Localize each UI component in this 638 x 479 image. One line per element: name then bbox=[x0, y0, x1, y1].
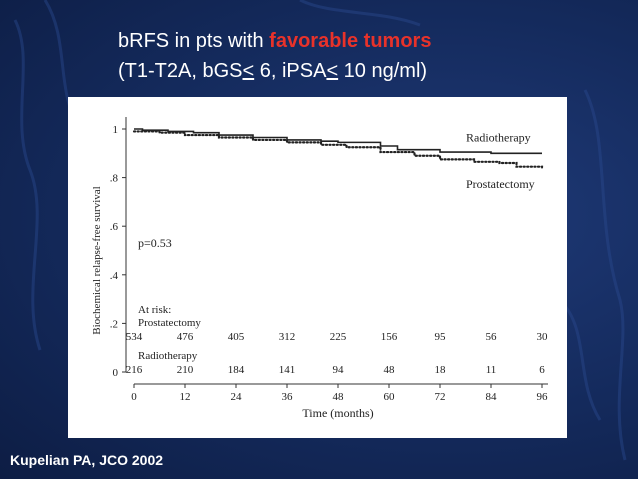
series-line-radiotherapy bbox=[134, 128, 542, 155]
citation: Kupelian PA, JCO 2002 bbox=[10, 452, 164, 468]
km-chart: 0 .2 .4 .6 .8 1 0 12 24 36 48 60 72 84 96 Radiotherap… bbox=[91, 117, 548, 420]
at-risk-value: 405 bbox=[228, 331, 245, 343]
x-tick-label: 96 bbox=[537, 391, 549, 403]
at-risk-value: 312 bbox=[279, 331, 296, 343]
at-risk-value: 225 bbox=[330, 331, 347, 343]
legend-prostatectomy: Prostatectomy bbox=[466, 177, 535, 191]
lte-symbol-1: < bbox=[242, 60, 255, 82]
y-tick-label: .8 bbox=[110, 173, 119, 185]
at-risk-value: 216 bbox=[126, 364, 143, 376]
y-tick-label: .6 bbox=[110, 221, 119, 233]
y-ticks: 0 .2 .4 .6 .8 1 bbox=[110, 124, 126, 379]
legend-radiotherapy: Radiotherapy bbox=[466, 130, 531, 144]
at-risk-values: 534 476 405 312 225 156 95 56 30 216 210 184 141 94 48… bbox=[126, 331, 548, 376]
at-risk-value: 534 bbox=[126, 331, 143, 343]
y-tick-label: 0 bbox=[113, 367, 119, 379]
y-axis-label: Biochemical relapse-free survival bbox=[91, 186, 103, 334]
y-tick-label: .2 bbox=[110, 318, 118, 330]
at-risk-value: 184 bbox=[228, 364, 245, 376]
at-risk-value: 30 bbox=[537, 331, 549, 343]
title-highlight: favorable tumors bbox=[269, 30, 432, 52]
at-risk-value: 94 bbox=[333, 364, 345, 376]
x-tick-label: 12 bbox=[180, 391, 191, 403]
series-line-prostatectomy bbox=[132, 130, 544, 171]
title-prefix: bRFS in pts with bbox=[118, 30, 270, 52]
x-tick-label: 36 bbox=[282, 391, 294, 403]
x-ticks: 0 12 24 36 48 60 72 84 96 bbox=[131, 384, 548, 403]
at-risk-value: 476 bbox=[177, 331, 194, 343]
subtitle-part-b: 6, iPSA bbox=[254, 60, 327, 82]
at-risk-value: 56 bbox=[486, 331, 498, 343]
y-tick-label: 1 bbox=[113, 124, 119, 136]
x-tick-label: 24 bbox=[231, 391, 243, 403]
at-risk-value: 156 bbox=[381, 331, 398, 343]
chart-panel: 0 .2 .4 .6 .8 1 0 12 24 36 48 60 72 84 96 Radiotherap… bbox=[68, 97, 567, 438]
at-risk-group-radiotherapy-label: Radiotherapy bbox=[138, 350, 198, 362]
x-tick-label: 72 bbox=[435, 391, 446, 403]
x-axis-label: Time (months) bbox=[302, 406, 373, 420]
at-risk-value: 95 bbox=[435, 331, 447, 343]
subtitle-part-c: 10 ng/ml) bbox=[338, 60, 428, 82]
at-risk-value: 11 bbox=[486, 364, 497, 376]
at-risk-value: 6 bbox=[539, 364, 545, 376]
at-risk-value: 48 bbox=[384, 364, 396, 376]
p-value-annotation: p=0.53 bbox=[138, 236, 172, 250]
y-tick-label: .4 bbox=[110, 270, 119, 282]
at-risk-value: 210 bbox=[177, 364, 194, 376]
x-tick-label: 84 bbox=[486, 391, 498, 403]
slide-title: bRFS in pts with favorable tumors bbox=[118, 30, 431, 53]
subtitle-part-a: (T1-T2A, bGS bbox=[118, 60, 243, 82]
slide-subtitle: (T1-T2A, bGS< 6, iPSA< 10 ng/ml) bbox=[118, 60, 427, 83]
at-risk-value: 141 bbox=[279, 364, 296, 376]
x-tick-label: 60 bbox=[384, 391, 396, 403]
x-tick-label: 0 bbox=[131, 391, 137, 403]
at-risk-label: At risk: bbox=[138, 304, 171, 316]
at-risk-group-prostatectomy-label: Prostatectomy bbox=[138, 317, 201, 329]
at-risk-value: 18 bbox=[435, 364, 447, 376]
series-layer bbox=[132, 128, 544, 171]
lte-symbol-2: < bbox=[326, 60, 339, 82]
x-tick-label: 48 bbox=[333, 391, 345, 403]
